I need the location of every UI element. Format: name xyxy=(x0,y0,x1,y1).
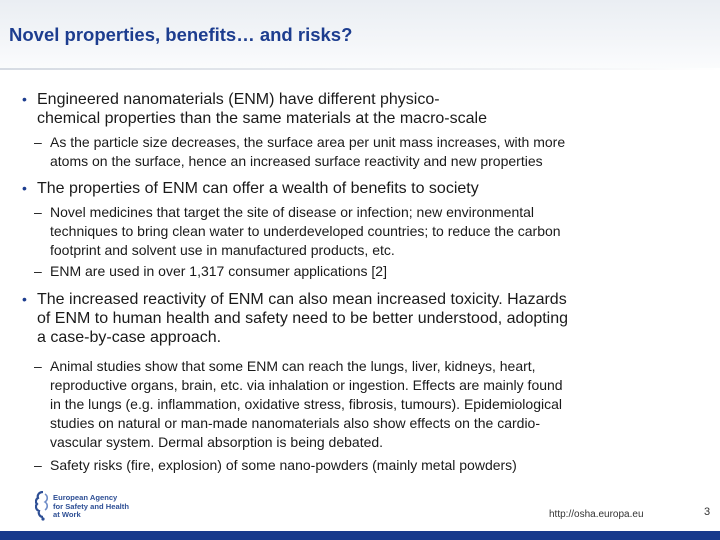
bullet-text: Engineered nanomaterials (ENM) have diff… xyxy=(37,91,487,127)
eu-osha-logo-text: European Agency for Safety and Health at… xyxy=(53,493,129,519)
sub-bullet-text: ENM are used in over 1,317 consumer appl… xyxy=(50,263,387,279)
sub-bullet-marker: – xyxy=(34,358,42,374)
sub-bullet-text: Novel medicines that target the site of … xyxy=(50,204,561,258)
sub-bullet-marker: – xyxy=(34,263,42,279)
bullet-marker: • xyxy=(22,291,27,307)
sub-bullet-text: Animal studies show that some ENM can re… xyxy=(50,358,563,450)
header-divider xyxy=(0,68,720,70)
bullet-marker: • xyxy=(22,180,27,196)
sub-bullet-marker: – xyxy=(34,457,42,473)
sub-bullet-text: Safety risks (fire, explosion) of some n… xyxy=(50,457,517,473)
bullet-text: The increased reactivity of ENM can also… xyxy=(37,291,569,346)
page-number: 3 xyxy=(704,506,711,518)
slide-title: Novel properties, benefits… and risks? xyxy=(9,24,353,45)
eu-osha-logo-icon xyxy=(35,491,49,521)
slide-header xyxy=(0,0,720,70)
footer-url-link[interactable]: http://osha.europa.eu xyxy=(549,509,644,520)
sub-bullet-text: As the particle size decreases, the surf… xyxy=(50,134,566,169)
bullet-text: The properties of ENM can offer a wealth… xyxy=(37,180,479,197)
sub-bullet-marker: – xyxy=(34,204,42,220)
bullet-marker: • xyxy=(22,91,27,107)
footer-bar xyxy=(0,531,720,540)
sub-bullet-marker: – xyxy=(34,134,42,150)
